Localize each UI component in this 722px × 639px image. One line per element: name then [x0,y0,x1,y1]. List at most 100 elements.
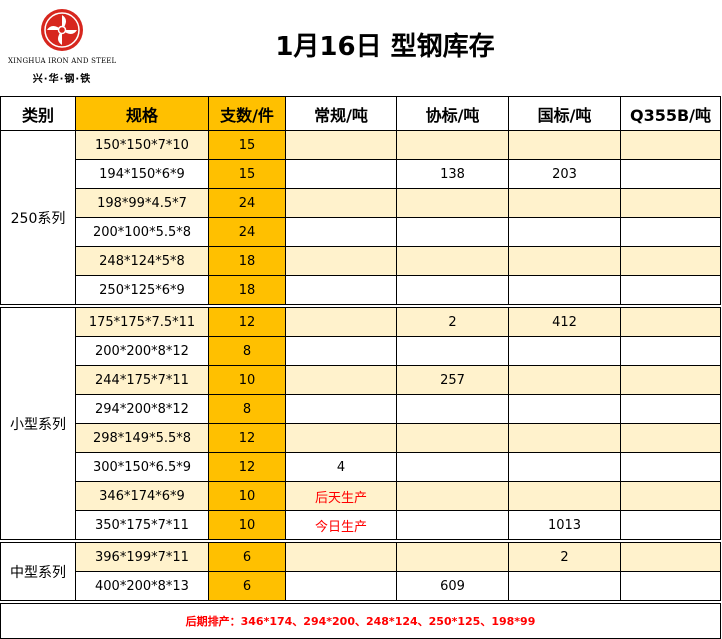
qty-cell: 18 [208,275,286,305]
national-cell [508,571,621,601]
qty-cell: 10 [208,510,286,540]
q355b-cell [620,394,721,424]
national-cell: 203 [508,159,621,189]
header-assoc: 协标/吨 [396,96,509,131]
qty-cell: 12 [208,452,286,482]
q355b-cell [620,159,721,189]
table-row: 小型系列 175*175*7.5*11 12 2 412 [0,307,721,540]
table-row: 350*175*7*11 10 今日生产 1013 [1,510,721,540]
national-cell [508,365,621,395]
qty-cell: 18 [208,246,286,276]
spec-cell: 400*200*8*13 [75,571,209,601]
regular-cell: 今日生产 [285,510,397,540]
assoc-cell: 257 [396,365,509,395]
table-body: 250系列 150*150*7*10 15 194*150*6*9 15 138 203 19… [0,130,721,639]
table-row: 250*125*6*9 18 [1,275,721,305]
national-cell [508,275,621,305]
header: XINGHUA IRON AND STEEL 兴·华·钢·铁 1月16日 型钢库… [0,0,722,96]
assoc-cell [396,275,509,305]
xinghua-logo-icon [41,9,83,51]
spec-cell: 194*150*6*9 [75,159,209,189]
qty-cell: 8 [208,336,286,366]
header-q355b: Q355B/吨 [620,96,721,131]
qty-cell: 12 [208,423,286,453]
regular-cell [285,365,397,395]
q355b-cell [620,571,721,601]
assoc-cell [396,394,509,424]
regular-cell [285,217,397,247]
table-header-row: 类别 规格 支数/件 常规/吨 协标/吨 国标/吨 Q355B/吨 [0,96,721,131]
qty-cell: 12 [208,307,286,337]
table-row: 248*124*5*8 18 [1,246,721,276]
assoc-cell [396,130,509,160]
q355b-cell [620,452,721,482]
qty-cell: 6 [208,542,286,572]
regular-cell [285,130,397,160]
spec-cell: 200*100*5.5*8 [75,217,209,247]
table-row: 298*149*5.5*8 12 [1,423,721,453]
assoc-cell [396,510,509,540]
logo-english-text: XINGHUA IRON AND STEEL [8,57,117,65]
header-qty: 支数/件 [208,96,286,131]
company-logo: XINGHUA IRON AND STEEL 兴·华·钢·铁 [8,8,116,90]
national-cell: 1013 [508,510,621,540]
table-row: 194*150*6*9 15 138 203 [1,159,721,189]
q355b-cell [620,130,721,160]
category-cell: 250系列 [0,130,76,305]
q355b-cell [620,423,721,453]
regular-cell [285,246,397,276]
regular-cell [285,188,397,218]
q355b-cell [620,365,721,395]
regular-cell [285,542,397,572]
assoc-cell [396,217,509,247]
q355b-cell [620,307,721,337]
production-schedule-note: 后期排产：346*174、294*200、248*124、250*125、198… [0,603,721,639]
qty-cell: 15 [208,130,286,160]
national-cell [508,246,621,276]
national-cell [508,188,621,218]
assoc-cell: 2 [396,307,509,337]
spec-cell: 244*175*7*11 [75,365,209,395]
header-regular: 常规/吨 [285,96,397,131]
national-cell: 412 [508,307,621,337]
spec-cell: 198*99*4.5*7 [75,188,209,218]
table-row: 294*200*8*12 8 [1,394,721,424]
national-cell [508,217,621,247]
assoc-cell [396,423,509,453]
spec-cell: 150*150*7*10 [75,130,209,160]
spec-cell: 396*199*7*11 [75,542,209,572]
table-row: 198*99*4.5*7 24 [1,188,721,218]
regular-cell [285,336,397,366]
logo-chinese-text: 兴·华·钢·铁 [32,74,92,85]
assoc-cell [396,188,509,218]
spec-cell: 248*124*5*8 [75,246,209,276]
q355b-cell [620,481,721,511]
qty-cell: 6 [208,571,286,601]
spec-cell: 298*149*5.5*8 [75,423,209,453]
q355b-cell [620,542,721,572]
national-cell [508,452,621,482]
assoc-cell [396,481,509,511]
national-cell [508,394,621,424]
header-category: 类别 [0,96,76,131]
assoc-cell: 609 [396,571,509,601]
qty-cell: 8 [208,394,286,424]
table-row: 中型系列 396*199*7*11 6 2 [0,542,721,601]
footer-row: 后期排产：346*174、294*200、248*124、250*125、198… [0,603,721,639]
spec-cell: 175*175*7.5*11 [75,307,209,337]
header-national: 国标/吨 [508,96,621,131]
q355b-cell [620,275,721,305]
assoc-cell: 138 [396,159,509,189]
national-cell [508,130,621,160]
table-row: 346*174*6*9 10 后天生产 [1,481,721,511]
q355b-cell [620,188,721,218]
table-row: 200*200*8*12 8 [1,336,721,366]
national-cell [508,481,621,511]
category-cell: 中型系列 [0,542,76,601]
national-cell [508,423,621,453]
spec-cell: 294*200*8*12 [75,394,209,424]
header-spec: 规格 [75,96,209,131]
page-title: 1月16日 型钢库存 [275,32,495,62]
inventory-table: 类别 规格 支数/件 常规/吨 协标/吨 国标/吨 Q355B/吨 250系列 1… [0,96,721,639]
spec-cell: 350*175*7*11 [75,510,209,540]
